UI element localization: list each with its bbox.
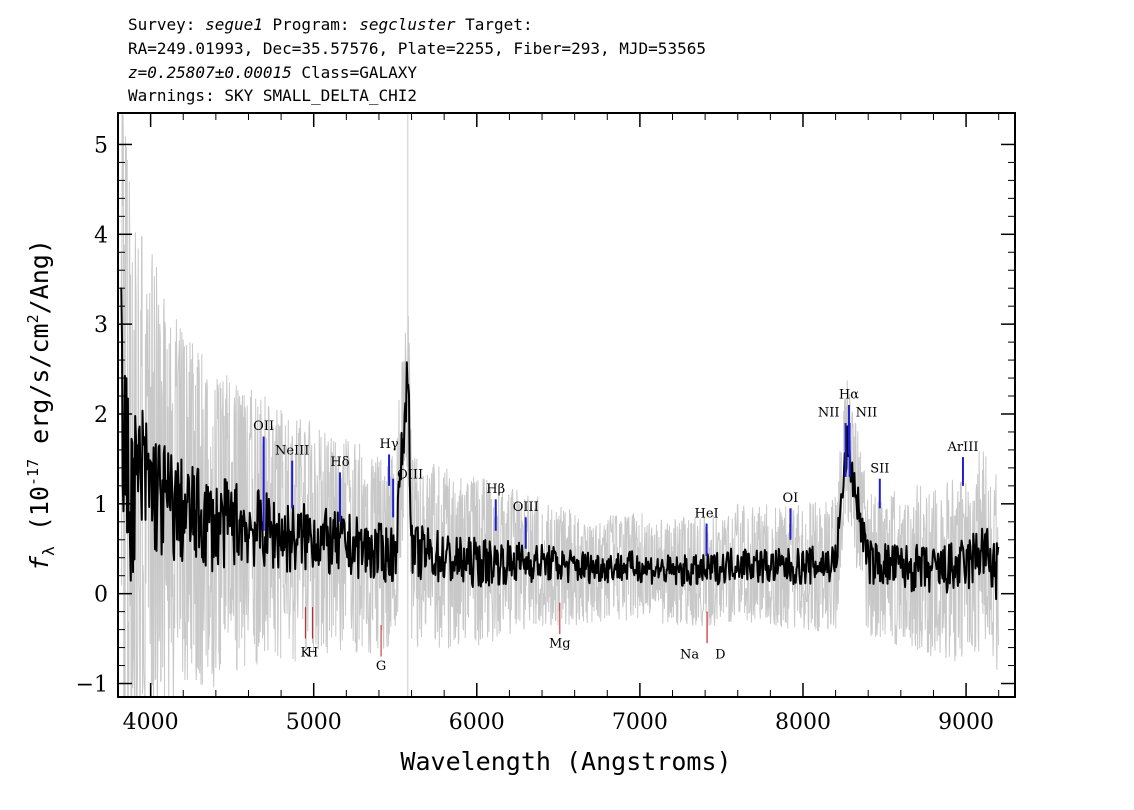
- y-tick-label: 1: [94, 493, 108, 518]
- y-tick-label: 0: [94, 583, 108, 608]
- y-axis-label-units-rest: erg/s/cm: [25, 323, 54, 458]
- emission-line-label: ArIII: [946, 440, 978, 455]
- y-axis-label-exponent: -17: [24, 459, 42, 486]
- flux-line: [120, 287, 1000, 601]
- error-band: [120, 113, 1000, 697]
- header-line-1: Survey: segue1 Program: segcluster Targe…: [128, 15, 533, 34]
- x-tick-label: 4000: [123, 710, 179, 735]
- emission-line-label: Hδ: [330, 455, 349, 470]
- y-tick-label: 2: [94, 403, 108, 428]
- x-axis-label: Wavelength (Angstroms): [400, 747, 731, 776]
- header-target-label: Target:: [456, 15, 533, 34]
- y-axis-label-subscript: λ: [39, 546, 58, 556]
- absorption-line-label: H: [307, 646, 318, 661]
- y-tick-label: −1: [76, 673, 108, 698]
- header-survey-label: Survey:: [128, 15, 205, 34]
- emission-line-label: Hβ: [486, 482, 505, 497]
- emission-line-label: OIII: [513, 500, 539, 515]
- x-tick-label: 6000: [449, 710, 505, 735]
- emission-line-label: SII: [870, 461, 889, 476]
- x-tick-label: 5000: [286, 710, 342, 735]
- y-axis-label-end: /Ang): [25, 239, 54, 314]
- emission-line-label: OIII: [397, 468, 423, 483]
- y-axis-label-units: (10: [25, 486, 54, 546]
- x-tick-label: 9000: [938, 710, 994, 735]
- emission-line-label: NII: [856, 406, 878, 421]
- header-redshift: z=0.25807±0.00015: [128, 63, 292, 82]
- absorption-line-label: K: [301, 646, 311, 661]
- header-line-3: z=0.25807±0.00015 Class=GALAXY: [128, 63, 417, 82]
- header-survey-value: segue1: [205, 15, 263, 34]
- absorption-line-label: Na: [680, 647, 699, 662]
- x-tick-label: 8000: [775, 710, 831, 735]
- plot-frame: [117, 112, 1016, 698]
- absorption-line-label: G: [376, 659, 386, 674]
- emission-line-label: OI: [783, 491, 799, 506]
- x-tick-label: 7000: [612, 710, 668, 735]
- emission-line-label: OII: [253, 419, 274, 434]
- y-tick-label: 3: [94, 313, 108, 338]
- emission-line-label: NII: [818, 406, 840, 421]
- absorption-line-label: D: [715, 647, 725, 662]
- emission-line-label: Hγ: [380, 437, 399, 452]
- emission-line-label: Hα: [839, 388, 859, 403]
- y-tick-label: 4: [94, 223, 108, 248]
- header-program-value: segcluster: [359, 15, 456, 34]
- emission-line-label: HeI: [695, 506, 719, 521]
- header-program-label: Program:: [263, 15, 359, 34]
- absorption-line-label: Mg: [549, 637, 571, 652]
- spectrum-header: Survey: segue1 Program: segcluster Targe…: [128, 15, 706, 105]
- y-axis-label-squared: 2: [24, 314, 42, 323]
- header-class: Class=GALAXY: [292, 63, 418, 82]
- y-axis-label: fλ (10-17 erg/s/cm2/Ang): [24, 239, 58, 571]
- y-axis-ticks: −1 0 1 2 3 4 5: [76, 133, 1015, 698]
- y-tick-label: 5: [94, 133, 108, 158]
- header-line-4: Warnings: SKY SMALL_DELTA_CHI2: [128, 86, 417, 105]
- emission-line-label: NeIII: [275, 443, 309, 458]
- y-axis-label-symbol: f: [25, 555, 54, 571]
- header-line-2: RA=249.01993, Dec=35.57576, Plate=2255, …: [128, 39, 706, 58]
- x-axis-ticks: 4000 5000 6000 7000 8000 9000: [117, 113, 1000, 735]
